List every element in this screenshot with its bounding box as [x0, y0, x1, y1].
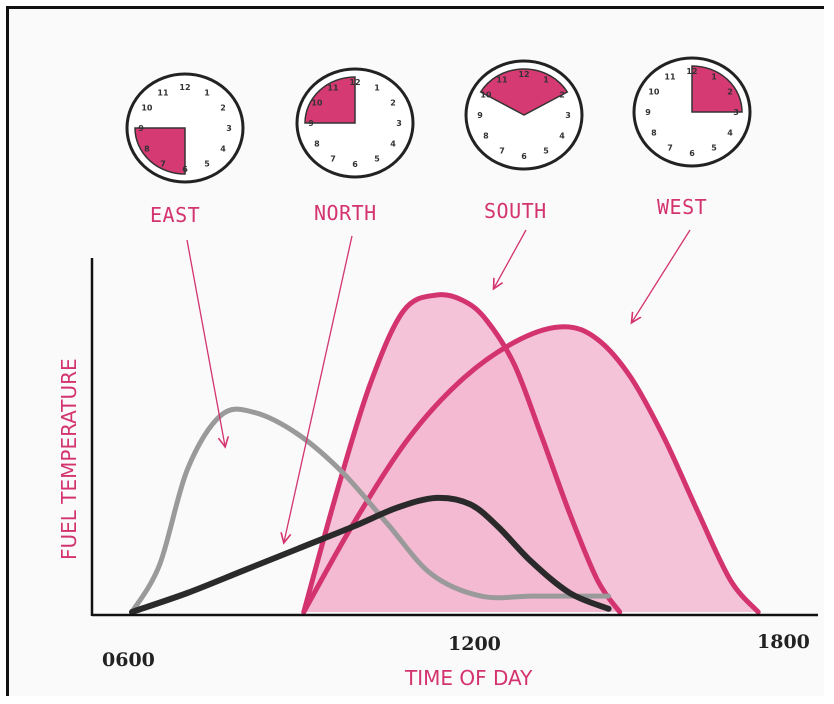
arrow-south [494, 229, 527, 288]
clock-faces: 1212345678910111212345678910111212345678… [125, 56, 752, 184]
x-axis-title: TIME OF DAY [404, 666, 533, 690]
series-line-west [301, 324, 761, 615]
clock-numeral: 2 [390, 99, 396, 108]
clock-wedge [479, 68, 569, 116]
clock-numeral: 3 [226, 124, 232, 133]
clock-wedge [304, 76, 356, 124]
series-label-north: NORTH [314, 201, 377, 225]
clock-numeral: 10 [648, 88, 660, 97]
clock-numeral: 8 [314, 140, 320, 149]
clock-numeral: 12 [349, 78, 360, 87]
arrow-north [284, 235, 353, 542]
clock-numeral: 9 [308, 119, 314, 128]
x-tick-label: 0600 [102, 649, 155, 671]
clock-numeral: 10 [480, 91, 492, 100]
clock-numeral: 3 [733, 108, 739, 117]
clock-numeral: 6 [352, 160, 358, 169]
callout-arrows [186, 229, 691, 542]
clock-numeral: 10 [311, 99, 323, 108]
clock-numeral: 11 [496, 76, 508, 85]
clock-wedge [691, 65, 743, 113]
clock-numeral: 10 [141, 104, 153, 113]
clock-numeral: 7 [330, 155, 336, 164]
clock-numeral: 2 [727, 88, 733, 97]
series-line-east [129, 406, 612, 615]
clock-numeral: 3 [565, 111, 571, 120]
clock-numeral: 1 [711, 73, 717, 82]
series-label-south: SOUTH [484, 199, 547, 223]
clock-numeral: 1 [374, 84, 380, 93]
x-tick-label: 1800 [757, 631, 810, 653]
clock-numeral: 7 [667, 144, 673, 153]
clock-numeral: 11 [664, 73, 676, 82]
clock-numeral: 2 [220, 104, 226, 113]
clock-numeral: 11 [157, 89, 169, 98]
clock-numeral: 1 [204, 89, 210, 98]
clock-numeral: 4 [559, 132, 565, 141]
x-tick-label: 1200 [448, 633, 501, 655]
clock-numeral: 6 [182, 165, 188, 174]
arrow-east [186, 239, 225, 446]
clock-numeral: 7 [160, 160, 166, 169]
clock-numeral: 8 [651, 129, 657, 138]
clock-numeral: 6 [689, 149, 695, 158]
clock-numeral: 12 [686, 67, 697, 76]
series-line-south [301, 292, 623, 615]
clock-numeral: 5 [711, 144, 717, 153]
clock-numeral: 1 [543, 76, 549, 85]
clock-numeral: 2 [559, 91, 565, 100]
y-axis-title: FUEL TEMPERATURE [57, 358, 81, 560]
series-line-north [129, 494, 612, 615]
series-label-east: EAST [150, 203, 200, 227]
clock-numeral: 8 [483, 132, 489, 141]
series-lines [129, 292, 761, 615]
clock-numeral: 7 [499, 147, 505, 156]
series-area-south [303, 294, 620, 612]
clock-numeral: 9 [645, 108, 651, 117]
clock-numeral: 5 [543, 147, 549, 156]
clock-numeral: 9 [138, 124, 144, 133]
clock-numeral: 12 [518, 70, 529, 79]
clock-numeral: 8 [144, 145, 150, 154]
clock-numeral: 5 [374, 155, 380, 164]
clock-numeral: 9 [477, 111, 483, 120]
series-fills [303, 294, 759, 612]
clock-numeral: 4 [390, 140, 396, 149]
clock-numeral: 5 [204, 160, 210, 169]
series-label-west: WEST [657, 195, 707, 219]
clock-numeral: 4 [727, 129, 733, 138]
clock-numeral: 12 [179, 83, 190, 92]
clock-numeral: 6 [521, 152, 527, 161]
clock-numeral: 3 [396, 119, 402, 128]
clock-numeral: 4 [220, 145, 226, 154]
arrow-west [632, 229, 691, 322]
clock-wedge [134, 127, 186, 175]
clock-numeral: 11 [327, 84, 339, 93]
